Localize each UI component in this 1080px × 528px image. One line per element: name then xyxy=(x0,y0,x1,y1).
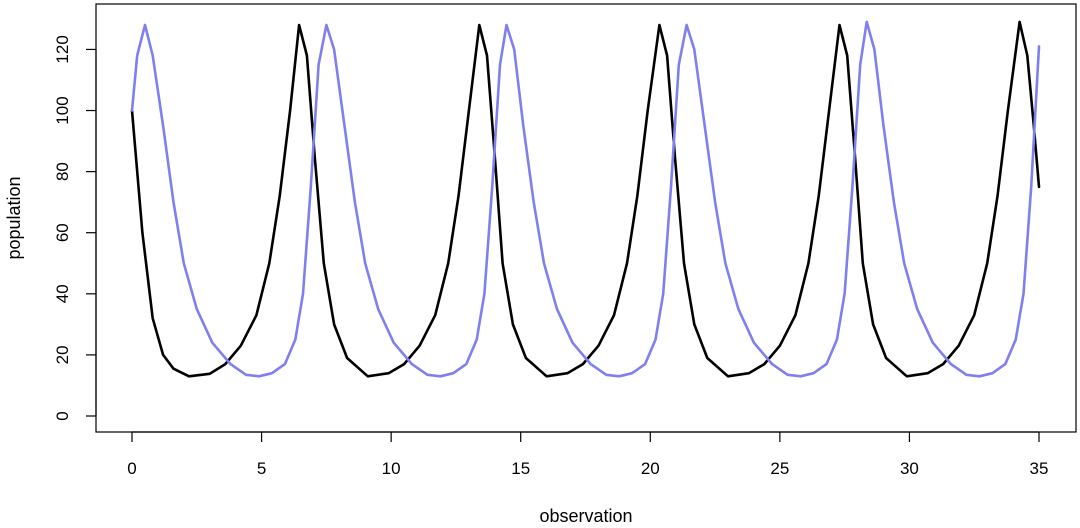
x-tick-label: 25 xyxy=(770,459,789,478)
x-axis-title: observation xyxy=(539,506,632,526)
y-tick-label: 20 xyxy=(53,345,72,364)
x-tick-label: 10 xyxy=(382,459,401,478)
y-axis-title: population xyxy=(4,176,24,259)
x-tick-label: 35 xyxy=(1030,459,1049,478)
x-tick-label: 0 xyxy=(127,459,136,478)
series-line-2 xyxy=(130,20,1041,378)
x-tick-label: 20 xyxy=(641,459,660,478)
x-tick-label: 15 xyxy=(511,459,530,478)
y-tick-label: 60 xyxy=(53,223,72,242)
x-axis: 0 5 10 15 20 25 30 35 xyxy=(127,431,1049,478)
plot-frame xyxy=(95,3,1077,433)
y-tick-label: 40 xyxy=(53,284,72,303)
series-layer xyxy=(130,20,1041,378)
series-line-1 xyxy=(130,20,1041,378)
x-tick-label: 5 xyxy=(257,459,266,478)
y-tick-label: 0 xyxy=(53,411,72,420)
x-tick-label: 30 xyxy=(900,459,919,478)
y-tick-label: 100 xyxy=(53,96,72,124)
y-axis: 0 20 40 60 80 100 120 xyxy=(53,35,97,421)
y-tick-label: 120 xyxy=(53,35,72,63)
y-tick-label: 80 xyxy=(53,162,72,181)
